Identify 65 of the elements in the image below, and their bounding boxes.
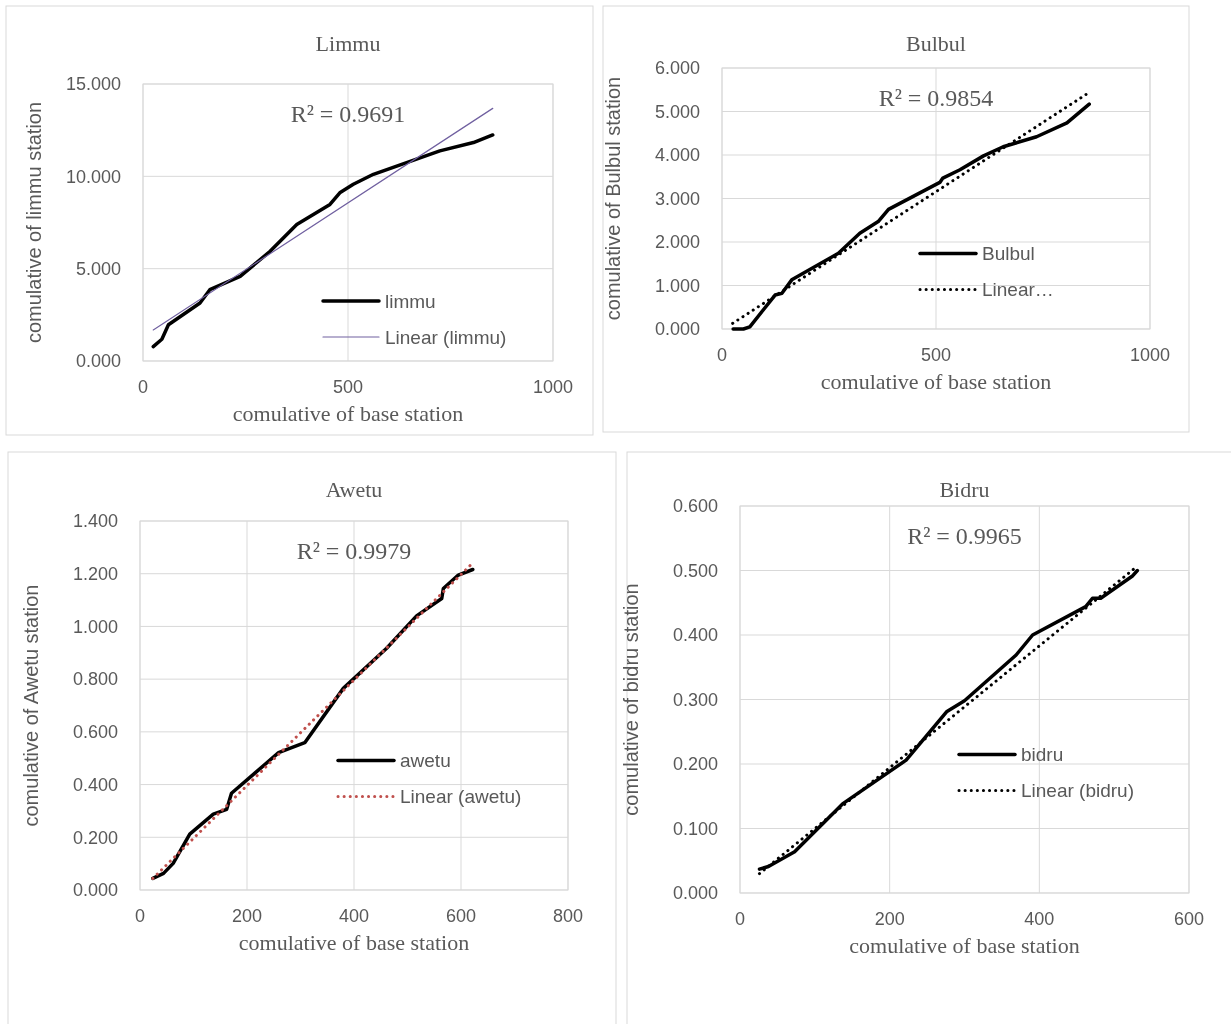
x-tick-label: 0 [734,909,746,929]
legend-label: awetu [400,750,451,772]
legend-label: limmu [385,290,436,312]
y-tick-label: 3.000 [654,188,700,209]
x-axis-title: comulative of base station [232,401,464,426]
y-tick-label: 0.100 [672,818,718,839]
legend-label: Linear (bidru) [1021,780,1134,802]
y-tick-label: 1.400 [72,511,118,532]
chart-title: Awetu [325,477,383,502]
y-tick-label: 5.000 [654,101,700,122]
x-tick-label: 0 [134,906,146,926]
y-tick-label: 0.200 [72,827,118,848]
y-tick-label: 0.800 [72,669,118,690]
annotation: R² = 0.9979 [296,538,412,564]
y-tick-label: 1.200 [72,564,118,585]
y-tick-label: 0.000 [75,351,121,372]
annotation: R² = 0.9691 [290,101,406,127]
x-tick-label: 400 [338,906,370,926]
chart-title: Bidru [939,477,990,502]
y-tick-label: 1.000 [72,616,118,637]
x-tick-label: 0 [716,345,728,365]
y-tick-label: 1.000 [654,275,700,296]
y-tick-label: 0.500 [672,560,718,581]
y-tick-label: 0.300 [672,689,718,710]
y-tick-label: 2.000 [654,232,700,253]
annotation: R² = 0.9854 [878,85,994,111]
chart-title: Limmu [315,31,381,56]
x-tick-label: 500 [332,377,364,397]
x-tick-label: 600 [1173,909,1205,929]
annotation: R² = 0.9965 [907,523,1022,549]
y-axis-title: comulative of Awetu station [20,584,42,827]
legend-label: bidru [1021,744,1064,766]
x-tick-label: 200 [231,906,263,926]
y-tick-label: 0.200 [672,754,718,775]
y-tick-label: 0.600 [672,496,718,517]
y-tick-label: 0.000 [672,883,718,904]
y-tick-label: 0.600 [72,722,118,743]
legend-label: Linear (limmu) [385,326,507,348]
x-tick-label: 400 [1024,909,1055,929]
y-tick-label: 10.000 [65,166,121,187]
legend-label: Bulbul [982,243,1035,265]
x-tick-label: 0 [137,377,149,397]
y-tick-label: 0.000 [654,319,700,340]
y-tick-label: 4.000 [654,145,700,166]
x-axis-title: comulative of base station [849,933,1080,958]
x-tick-label: 1000 [532,377,574,397]
x-axis-title: comulative of base station [238,930,470,955]
y-tick-label: 15.000 [65,74,121,95]
legend-label: Linear (awetu) [400,786,522,808]
y-tick-label: 6.000 [654,58,700,79]
x-tick-label: 1000 [1129,345,1171,365]
x-tick-label: 800 [552,906,584,926]
y-tick-label: 0.400 [72,774,118,795]
y-tick-label: 0.400 [672,625,718,646]
y-tick-label: 5.000 [75,258,121,279]
chart-title: Bulbul [906,31,966,56]
x-tick-label: 200 [874,909,905,929]
x-tick-label: 600 [445,906,477,926]
x-axis-title: comulative of base station [820,369,1052,394]
x-tick-label: 500 [920,345,952,365]
legend-label: Linear… [982,279,1054,301]
y-tick-label: 0.000 [72,880,118,901]
y-axis-title: comulative of Bulbul station [602,76,624,321]
y-axis-title: comulative of bidru station [620,583,642,816]
y-axis-title: comulative of limmu station [23,101,45,344]
